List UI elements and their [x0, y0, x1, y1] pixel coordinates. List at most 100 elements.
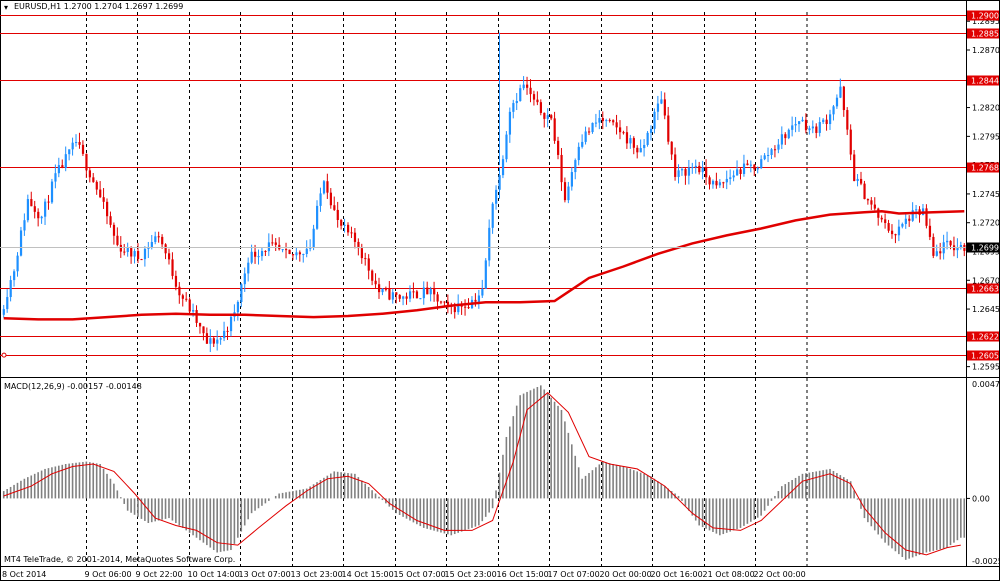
level-price-tag	[967, 283, 999, 294]
time-tick-label: 20 Oct 00:00	[600, 570, 652, 579]
candle-body	[767, 154, 770, 156]
candle-body	[667, 115, 670, 142]
candle-body	[150, 241, 153, 248]
candle-body	[16, 255, 19, 272]
candle-body	[384, 288, 388, 290]
candle-body	[770, 149, 773, 155]
candle-body	[116, 235, 119, 245]
candle-body	[550, 115, 553, 119]
candle-body	[140, 259, 143, 261]
candle-body	[856, 178, 859, 181]
candle-body	[608, 120, 611, 122]
candle-body	[295, 252, 298, 256]
symbol-header: EURUSD,H1 1.2700 1.2704 1.2697 1.2699	[14, 2, 184, 11]
candle-body	[815, 126, 818, 133]
candle-body	[216, 339, 219, 344]
candle-body	[780, 134, 784, 145]
candle-body	[340, 220, 343, 226]
candle-body	[298, 252, 302, 255]
level-price-tag-text: 1.2605	[971, 352, 999, 361]
candle-body	[887, 223, 890, 231]
candle-body	[333, 205, 336, 210]
candle-body	[532, 94, 536, 100]
candle-body	[185, 298, 188, 300]
candle-body	[894, 234, 897, 236]
candle-body	[257, 256, 260, 258]
candle-body	[312, 228, 315, 248]
symbol-dropdown-icon[interactable]: ▾	[4, 3, 9, 12]
level-price-tag-text: 1.2622	[971, 333, 999, 342]
candle-body	[364, 258, 367, 260]
candle-body	[904, 218, 907, 224]
candle-body	[901, 223, 904, 227]
candle-body	[553, 118, 556, 141]
candle-body	[291, 254, 295, 256]
candle-body	[68, 149, 71, 155]
level-price-tag	[967, 162, 999, 173]
candle-body	[884, 219, 887, 224]
candle-body	[577, 146, 580, 161]
candle-body	[877, 208, 880, 218]
level-price-tag	[967, 28, 999, 39]
candle-body	[47, 201, 50, 203]
level-price-tag-text: 1.2844	[971, 77, 999, 86]
candle-body	[236, 301, 240, 313]
candle-body	[226, 330, 229, 332]
candle-body	[57, 165, 61, 174]
candle-body	[209, 338, 212, 344]
level-price-tag-text: 1.2885	[971, 30, 999, 39]
candle-body	[866, 199, 870, 201]
candle-body	[408, 291, 412, 299]
candle-body	[932, 236, 935, 256]
price-tick-label: 1.2870	[972, 46, 1000, 55]
candle-body	[588, 131, 591, 133]
candle-body	[853, 154, 856, 181]
candle-body	[205, 333, 209, 344]
candle-body	[367, 258, 370, 271]
candle-body	[725, 178, 728, 183]
candle-body	[670, 141, 673, 155]
candle-body	[192, 310, 195, 312]
time-tick-label: 14 Oct 15:00	[342, 570, 394, 579]
candle-body	[95, 181, 98, 190]
candle-body	[615, 122, 618, 128]
candle-body	[739, 169, 742, 174]
candle-body	[849, 129, 852, 155]
candle-body	[112, 224, 116, 236]
candle-body	[136, 251, 140, 260]
candle-body	[763, 155, 766, 160]
candle-body	[271, 242, 274, 244]
macd-tick-label: 0.00	[972, 494, 990, 503]
price-tick-label: 1.2670	[972, 276, 1000, 285]
time-tick-label: 22 Oct 00:00	[754, 570, 806, 579]
candle-body	[267, 242, 271, 252]
candle-body	[71, 142, 74, 150]
candle-body	[78, 142, 81, 145]
candle-body	[412, 291, 415, 293]
candle-body	[357, 241, 360, 249]
candle-body	[677, 170, 680, 177]
candle-body	[260, 250, 264, 257]
candle-body	[106, 201, 109, 217]
candle-body	[711, 180, 715, 185]
level-price-tag	[967, 10, 999, 21]
candle-body	[760, 159, 763, 169]
candle-body	[484, 260, 487, 289]
candle-body	[605, 120, 608, 122]
candle-body	[632, 138, 635, 148]
candle-body	[474, 299, 477, 302]
candle-body	[161, 236, 164, 245]
candle-body	[309, 247, 312, 249]
candle-body	[684, 169, 687, 176]
candle-body	[567, 186, 570, 201]
candle-body	[353, 232, 357, 242]
candle-body	[698, 165, 701, 173]
candle-body	[935, 251, 938, 256]
candle-body	[229, 316, 233, 332]
candle-body	[395, 292, 398, 295]
candle-body	[491, 203, 494, 228]
candle-body	[415, 291, 419, 299]
candle-body	[426, 287, 429, 295]
